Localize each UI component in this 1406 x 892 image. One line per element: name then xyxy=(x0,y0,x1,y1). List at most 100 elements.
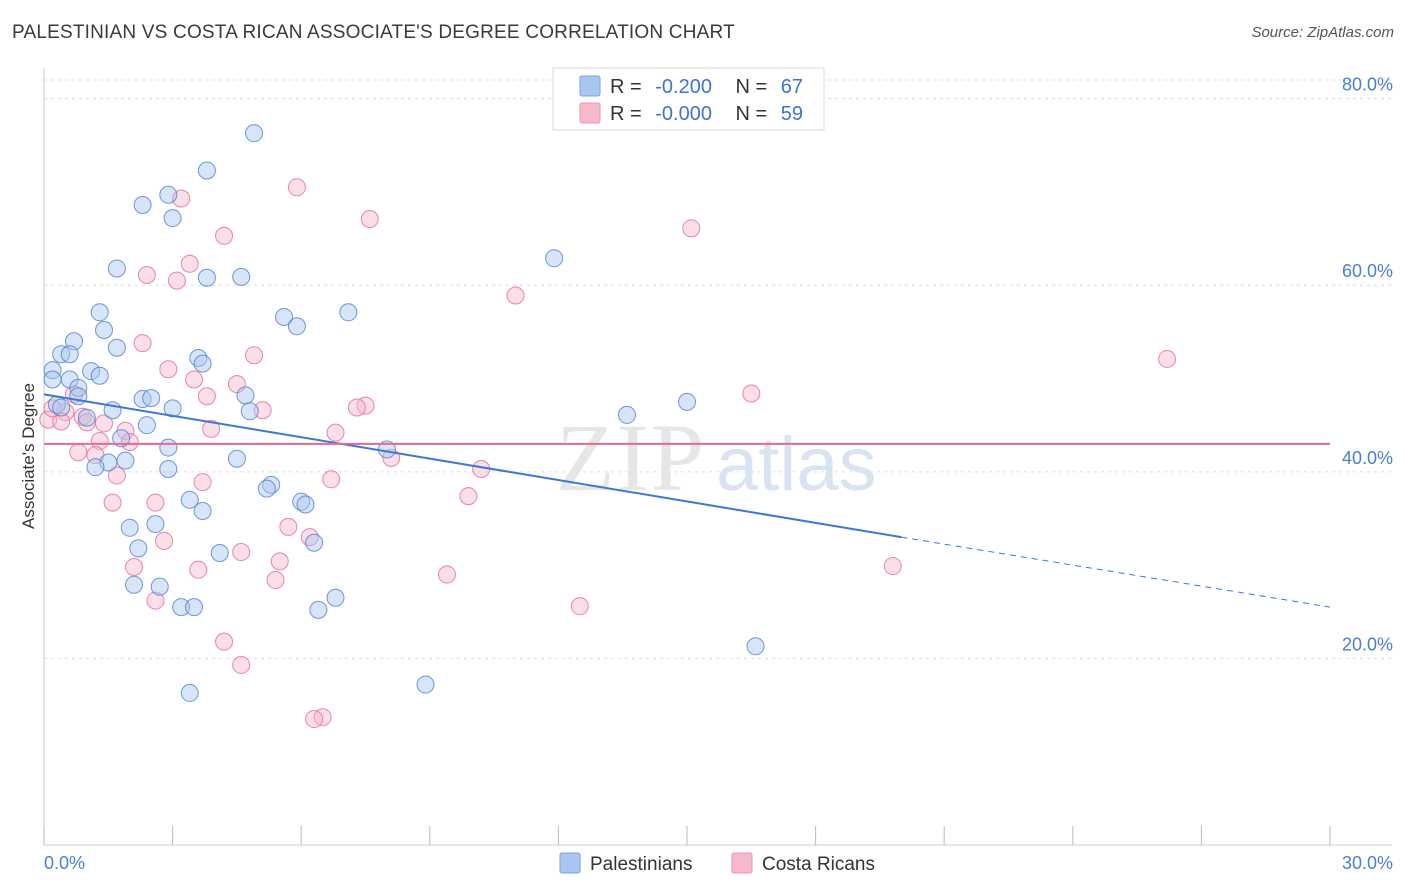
point-palestinians xyxy=(236,386,255,405)
tick-labels: 20.0% 40.0% 60.0% 80.0% 0.0% 30.0% xyxy=(44,75,1393,873)
point-costa-ricans xyxy=(682,219,701,238)
gridlines xyxy=(44,79,1392,659)
point-costa-ricans xyxy=(287,178,306,197)
series-legend: Palestinians Costa Ricans xyxy=(559,852,875,875)
point-palestinians xyxy=(43,370,62,389)
point-costa-ricans xyxy=(253,401,272,420)
point-costa-ricans xyxy=(120,432,139,451)
point-palestinians xyxy=(416,675,435,694)
point-palestinians xyxy=(116,451,135,470)
point-palestinians xyxy=(107,338,126,357)
point-costa-ricans xyxy=(90,432,109,451)
point-palestinians xyxy=(296,495,315,514)
point-palestinians xyxy=(172,598,191,617)
point-costa-ricans xyxy=(270,552,289,571)
point-costa-ricans xyxy=(437,565,456,584)
point-palestinians xyxy=(287,317,306,336)
legend-label-palestinians: Palestinians xyxy=(590,854,692,875)
y-axis-label: Associate's Degree xyxy=(19,383,38,529)
point-palestinians xyxy=(95,321,114,340)
point-costa-ricans xyxy=(232,655,251,674)
point-costa-ricans xyxy=(159,360,178,379)
point-palestinians xyxy=(129,539,148,558)
legend-r-label-2: R = xyxy=(610,103,642,125)
point-palestinians xyxy=(180,490,199,509)
point-costa-ricans xyxy=(167,271,186,290)
point-costa-ricans xyxy=(77,413,96,432)
y-tick-label: 40.0% xyxy=(1342,448,1393,468)
legend-n-label-1: N = xyxy=(736,76,768,98)
point-costa-ricans xyxy=(883,557,902,576)
point-costa-ricans xyxy=(506,286,525,305)
point-palestinians xyxy=(86,458,105,477)
legend-n-value-1: 67 xyxy=(781,76,803,98)
y-tick-label: 80.0% xyxy=(1342,75,1393,95)
y-tick-label: 60.0% xyxy=(1342,261,1393,281)
point-palestinians xyxy=(309,600,328,619)
point-palestinians xyxy=(240,402,259,421)
point-costa-ricans xyxy=(570,597,589,616)
trend-line-palestinians xyxy=(43,393,902,539)
point-costa-ricans xyxy=(197,387,216,406)
point-costa-ricans xyxy=(180,254,199,273)
trend-line-palestinians-extrapolated xyxy=(901,536,1331,608)
point-costa-ricans xyxy=(133,334,152,353)
point-costa-ricans xyxy=(103,493,122,512)
x-tick-label-min: 0.0% xyxy=(44,853,85,873)
point-palestinians xyxy=(180,683,199,702)
point-palestinians xyxy=(185,598,204,617)
point-palestinians xyxy=(43,361,62,380)
x-tick-label-max: 30.0% xyxy=(1342,853,1393,873)
legend-swatch-costa-ricans xyxy=(579,102,601,124)
point-palestinians xyxy=(159,438,178,457)
point-costa-ricans xyxy=(459,487,478,506)
point-palestinians xyxy=(125,575,144,594)
point-palestinians xyxy=(133,196,152,215)
trend-lines xyxy=(43,393,1331,608)
point-costa-ricans xyxy=(215,632,234,651)
stats-legend: R = -0.200 N = 67 R = -0.000 N = 59 xyxy=(552,67,825,131)
y-tick-label: 20.0% xyxy=(1342,634,1393,654)
point-palestinians xyxy=(245,124,264,143)
point-palestinians xyxy=(77,408,96,427)
point-palestinians xyxy=(159,185,178,204)
watermark-atlas: atlas xyxy=(716,422,877,507)
legend-n-value-2: 59 xyxy=(781,103,803,125)
point-palestinians xyxy=(142,389,161,408)
svg-text:R = -0.200 N =: R = -0.200 N = 67 xyxy=(610,76,803,98)
point-costa-ricans xyxy=(185,370,204,389)
point-palestinians xyxy=(90,303,109,322)
point-palestinians xyxy=(163,399,182,418)
point-costa-ricans xyxy=(107,466,126,485)
legend-r-value-2: -0.000 xyxy=(655,103,712,125)
point-palestinians xyxy=(137,416,156,435)
point-palestinians xyxy=(305,533,324,552)
legend-r-value-1: -0.200 xyxy=(655,76,712,98)
point-costa-ricans xyxy=(232,543,251,562)
point-costa-ricans xyxy=(266,571,285,590)
point-costa-ricans xyxy=(322,470,341,489)
legend-n-label-2: N = xyxy=(736,103,768,125)
point-palestinians xyxy=(159,460,178,479)
point-palestinians xyxy=(227,449,246,468)
watermark: ZIP atlas xyxy=(556,404,877,511)
point-palestinians xyxy=(326,588,345,607)
svg-text:R = -0.000 N =: R = -0.000 N = 59 xyxy=(610,103,803,125)
point-palestinians xyxy=(107,259,126,278)
point-costa-ricans xyxy=(305,710,324,729)
point-palestinians xyxy=(193,354,212,373)
point-palestinians xyxy=(90,366,109,385)
series-palestinians xyxy=(43,124,765,702)
point-costa-ricans xyxy=(360,210,379,229)
legend-swatch-bottom-costa-ricans xyxy=(731,852,753,874)
point-palestinians xyxy=(120,518,139,537)
axes xyxy=(43,68,1392,846)
point-palestinians xyxy=(257,479,276,498)
point-palestinians xyxy=(210,543,229,562)
point-palestinians xyxy=(339,303,358,322)
point-palestinians xyxy=(617,405,636,424)
point-palestinians xyxy=(69,387,88,406)
point-palestinians xyxy=(150,577,169,596)
point-palestinians xyxy=(197,268,216,287)
